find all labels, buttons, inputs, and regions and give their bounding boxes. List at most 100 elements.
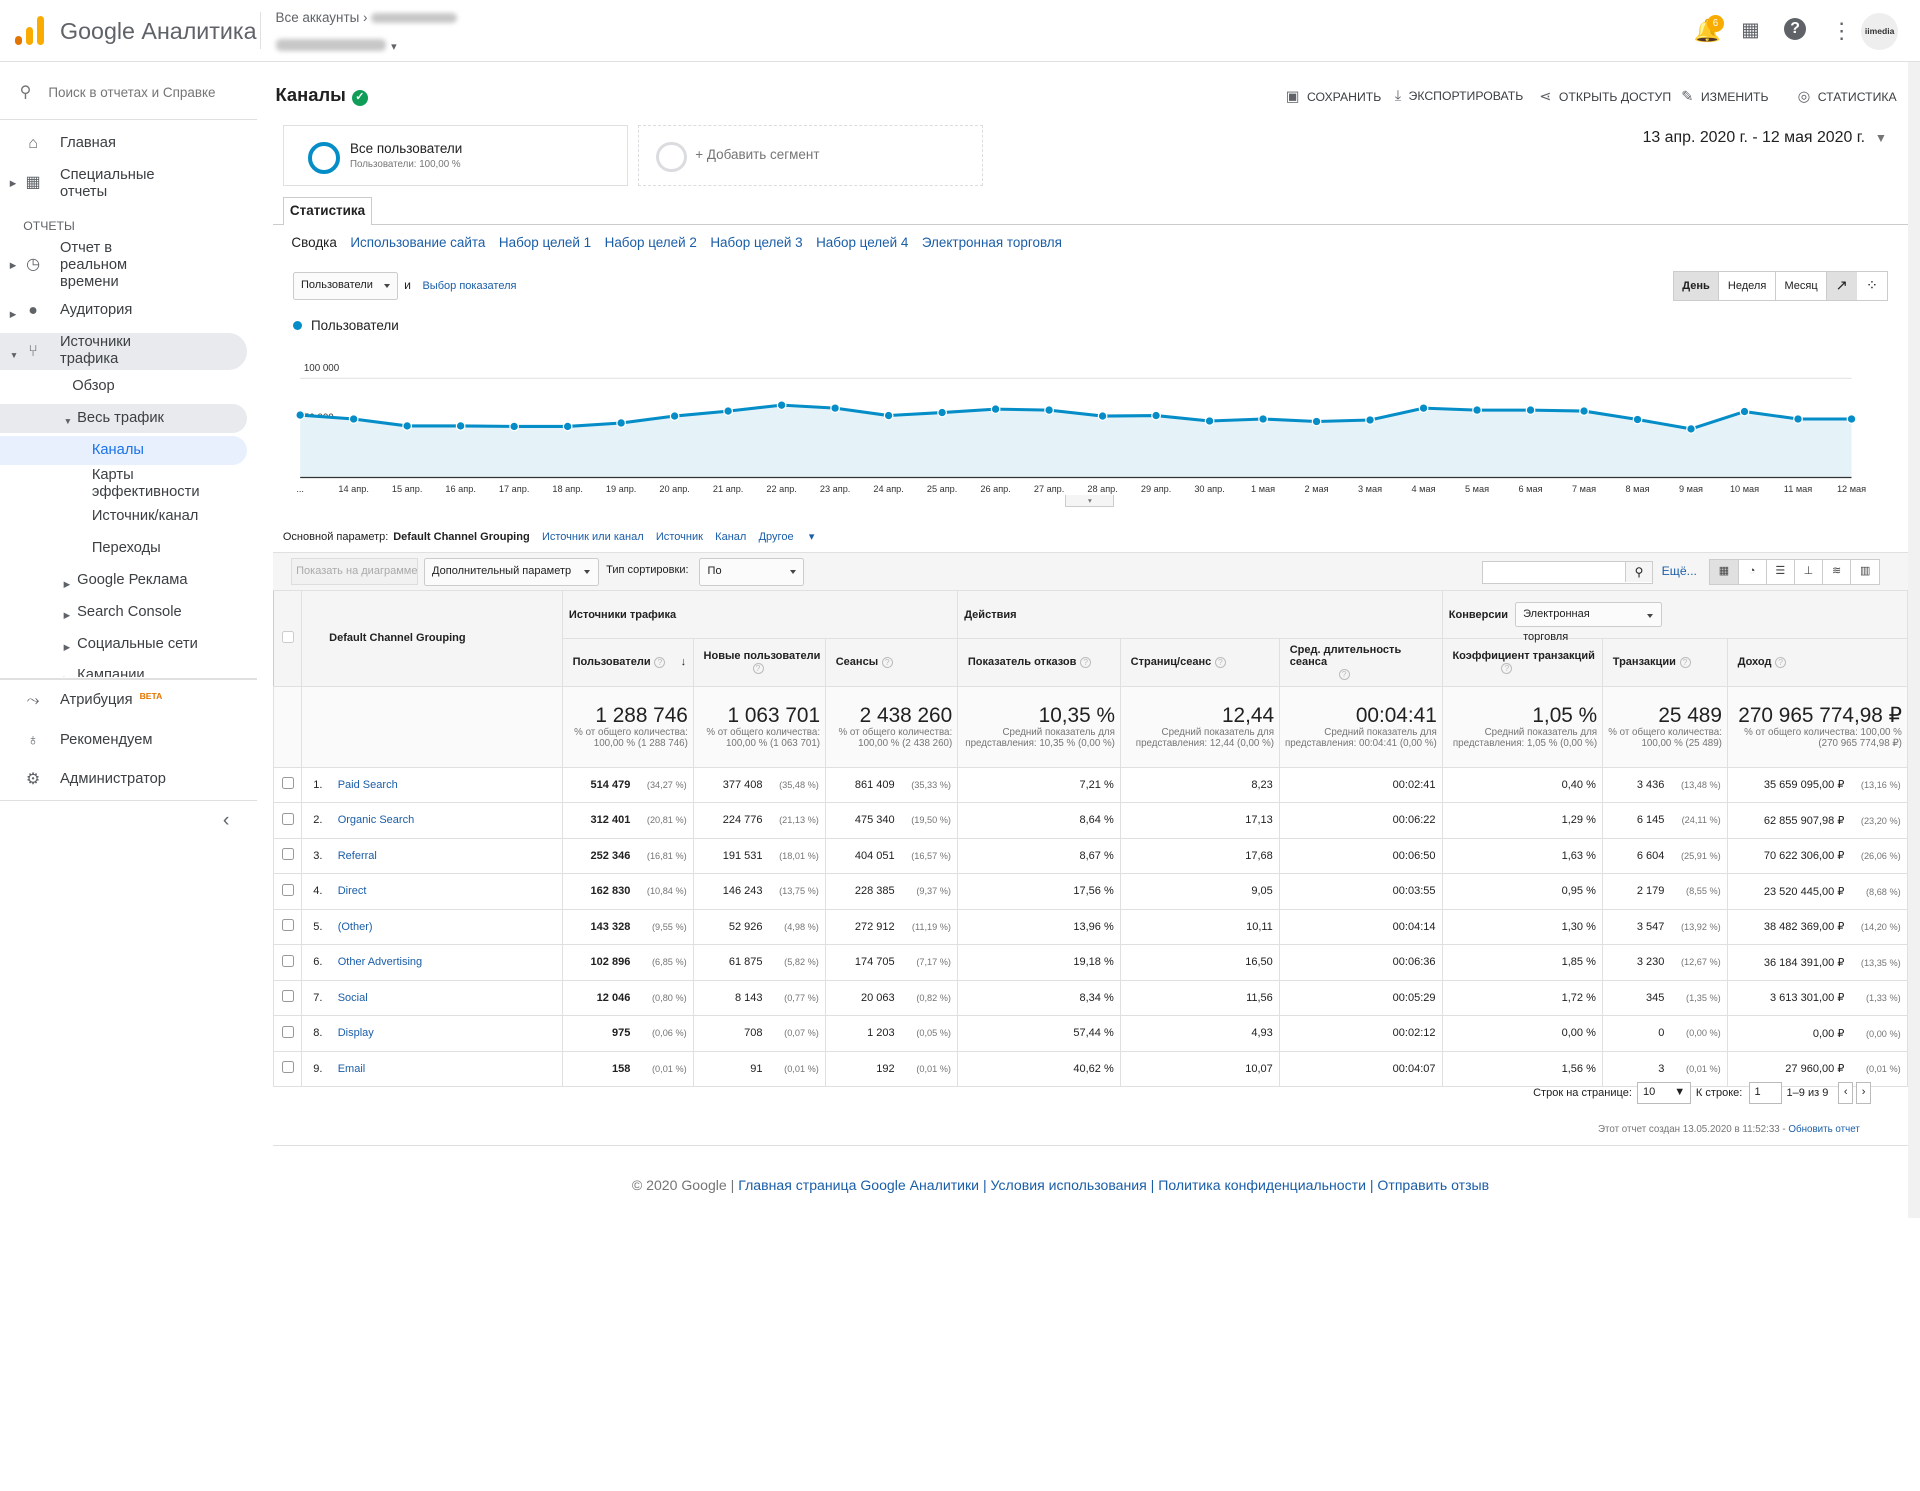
- data-point[interactable]: [776, 400, 787, 411]
- data-point[interactable]: [1311, 416, 1322, 427]
- sort-type-dropdown[interactable]: По умолчанию: [699, 558, 805, 603]
- column-header-0[interactable]: Пользователи? ↓: [561, 637, 694, 687]
- column-header-7[interactable]: Транзакции?: [1601, 637, 1728, 687]
- data-point[interactable]: [1739, 406, 1750, 417]
- data-point[interactable]: [669, 411, 680, 422]
- help-icon[interactable]: ?: [1784, 18, 1807, 41]
- performance-view-icon[interactable]: ☰: [1767, 560, 1795, 584]
- row-checkbox[interactable]: [281, 1061, 294, 1074]
- column-header-4[interactable]: Страниц/сеанс?: [1119, 637, 1280, 687]
- motion-chart-icon[interactable]: ⁘: [1865, 277, 1879, 294]
- go-to-row-input[interactable]: 1: [1748, 1082, 1782, 1105]
- line-chart-icon[interactable]: ↗: [1826, 271, 1857, 301]
- scrollbar[interactable]: [1907, 62, 1920, 1219]
- data-point[interactable]: [990, 404, 1001, 415]
- sidebar-item-custom-reports[interactable]: ▶ ▦ Специальные отчеты: [9, 166, 155, 200]
- channel-link[interactable]: Paid Search: [337, 778, 398, 791]
- subtab-summary[interactable]: Сводка: [291, 235, 337, 251]
- row-checkbox[interactable]: [281, 1025, 294, 1038]
- help-icon[interactable]: ?: [881, 657, 893, 669]
- help-icon[interactable]: ?: [1214, 657, 1226, 669]
- data-point[interactable]: [1792, 414, 1803, 424]
- term-cloud-icon[interactable]: ≋: [1823, 560, 1852, 584]
- footer-links[interactable]: Главная страница Google Аналитики | Усло…: [738, 1176, 1490, 1193]
- column-header-1[interactable]: Новые пользователи?: [692, 637, 826, 687]
- prev-page-icon[interactable]: ‹: [1837, 1082, 1854, 1105]
- data-point[interactable]: [1097, 411, 1108, 422]
- period-month-button[interactable]: Месяц: [1784, 279, 1818, 292]
- metric-dropdown[interactable]: Пользователи: [292, 271, 398, 300]
- subtab-goal-3[interactable]: Набор целей 3: [710, 235, 803, 251]
- primary-dim-source-medium[interactable]: Источник или канал: [541, 531, 644, 544]
- analytics-logo-icon[interactable]: [14, 15, 45, 46]
- secondary-dimension-dropdown[interactable]: Дополнительный параметр: [423, 558, 599, 587]
- sidebar-item-realtime[interactable]: ▶ ◷ Отчет в реальном времени: [9, 239, 128, 291]
- sidebar-item-treemaps[interactable]: Карты эффективности: [91, 466, 200, 500]
- data-point[interactable]: [830, 403, 840, 414]
- channel-link[interactable]: (Other): [337, 920, 373, 933]
- channel-link[interactable]: Email: [337, 1062, 366, 1075]
- conversion-type-dropdown[interactable]: Электронная торговля: [1514, 601, 1662, 643]
- account-breadcrumb[interactable]: Все аккаунты ›: [276, 10, 457, 25]
- column-header-2[interactable]: Сеансы?: [824, 637, 959, 687]
- period-day-button[interactable]: День: [1673, 271, 1720, 301]
- select-all-checkbox[interactable]: [281, 630, 294, 644]
- search-input[interactable]: Поиск в отчетах и Справке: [48, 85, 216, 101]
- sidebar-item-all-traffic[interactable]: ▼ Весь трафик: [0, 404, 248, 434]
- segment-all-users[interactable]: Все пользователи Пользователи: 100,00 %: [282, 124, 629, 187]
- data-point[interactable]: [1579, 406, 1589, 417]
- help-icon[interactable]: ?: [1338, 669, 1350, 681]
- avatar[interactable]: iimedia: [1861, 13, 1898, 51]
- edit-button[interactable]: ✎ ИЗМЕНИТЬ: [1681, 89, 1769, 106]
- channel-link[interactable]: Direct: [337, 885, 367, 898]
- row-checkbox[interactable]: [281, 990, 294, 1003]
- subtab-ecommerce[interactable]: Электронная торговля: [921, 235, 1062, 251]
- column-header-3[interactable]: Показатель отказов?: [957, 637, 1121, 687]
- chart-resize-handle[interactable]: ▾: [1065, 494, 1115, 507]
- search-icon[interactable]: ⚲: [1625, 561, 1653, 583]
- dimension-header[interactable]: Default Channel Grouping: [301, 590, 563, 687]
- sidebar-item-campaigns[interactable]: ▶Кампании: [0, 667, 247, 677]
- more-vert-icon[interactable]: ⋮: [1830, 18, 1853, 44]
- comparison-view-icon[interactable]: ⊥: [1795, 560, 1824, 584]
- data-point[interactable]: [1044, 405, 1054, 416]
- period-week-button[interactable]: Неделя: [1719, 271, 1776, 301]
- data-point[interactable]: [295, 410, 305, 421]
- row-checkbox[interactable]: [281, 848, 294, 861]
- sidebar-item-acquisition[interactable]: ▼ ⑂ Источники трафика: [0, 333, 248, 370]
- data-point[interactable]: [616, 418, 626, 428]
- column-header-5[interactable]: Сред. длительность сеанса?: [1278, 637, 1443, 687]
- apps-grid-icon[interactable]: ▦: [1741, 19, 1760, 42]
- data-point[interactable]: [1365, 415, 1375, 425]
- subtab-site-usage[interactable]: Использование сайта: [350, 235, 486, 251]
- table-search-input[interactable]: ⚲: [1481, 560, 1654, 584]
- select-metric-link[interactable]: Выбор показателя: [422, 280, 517, 293]
- plot-rows-button[interactable]: Показать на диаграмме: [291, 558, 418, 586]
- row-checkbox[interactable]: [281, 919, 294, 932]
- data-point[interactable]: [1258, 414, 1268, 424]
- channel-link[interactable]: Organic Search: [337, 814, 415, 827]
- data-point[interactable]: [1472, 405, 1482, 416]
- data-point[interactable]: [883, 410, 894, 421]
- help-icon[interactable]: ?: [1080, 657, 1092, 669]
- account-selector[interactable]: ▾: [275, 33, 397, 56]
- primary-dim-source[interactable]: Источник: [655, 531, 703, 544]
- data-point[interactable]: [1418, 403, 1429, 414]
- column-header-8[interactable]: Доход?: [1726, 637, 1908, 687]
- row-checkbox[interactable]: [281, 812, 294, 825]
- data-point[interactable]: [723, 406, 733, 417]
- data-point[interactable]: [1204, 416, 1215, 426]
- data-point[interactable]: [1525, 405, 1536, 416]
- brand-name[interactable]: Google Аналитика: [60, 18, 257, 45]
- data-point[interactable]: [455, 421, 466, 431]
- data-point[interactable]: [1632, 414, 1643, 425]
- row-checkbox[interactable]: [281, 883, 294, 896]
- row-checkbox[interactable]: [281, 777, 294, 790]
- data-point[interactable]: [509, 421, 519, 432]
- column-header-6[interactable]: Коэффициент транзакций?: [1441, 637, 1603, 687]
- row-checkbox[interactable]: [281, 954, 294, 967]
- data-point[interactable]: [1151, 410, 1161, 421]
- channel-link[interactable]: Social: [337, 991, 368, 1004]
- data-point[interactable]: [562, 421, 573, 432]
- primary-dim-other[interactable]: Другое ▾: [758, 531, 815, 544]
